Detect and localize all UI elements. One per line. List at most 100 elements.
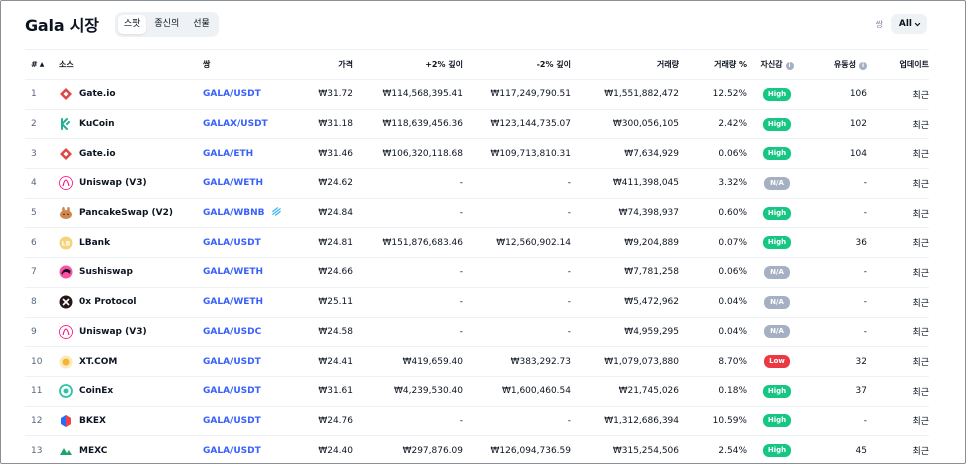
col-plus2-depth-header[interactable]: +2% 깊이 (353, 49, 463, 80)
pair-cell: GALA/USDT (203, 227, 295, 259)
col-liquidity-header[interactable]: 유동성 i (807, 49, 867, 80)
pair-cell: GALA/USDT (203, 376, 295, 407)
source-cell[interactable]: Gate.io (59, 138, 203, 170)
page-title: Gala 시장 (25, 16, 99, 35)
table-row[interactable]: 4 Uniswap (V3) GALA/WETH ₩24.62- - ₩411,398,0… (25, 168, 929, 199)
minus2-depth-cell: - (463, 257, 571, 288)
col-updated-header[interactable]: 업데이트 (867, 49, 929, 80)
col-rank-header[interactable]: # ▲ (25, 49, 59, 80)
volume-pct-cell: 8.70% (679, 346, 747, 377)
confidence-cell: N/A (747, 317, 807, 348)
col-pair-header[interactable]: 쌍 (203, 49, 295, 80)
confidence-cell: High (747, 198, 807, 229)
col-minus2-depth-header[interactable]: -2% 깊이 (463, 49, 571, 80)
volume-pct-cell: 2.54% (679, 435, 747, 463)
updated-cell: 최근 (867, 376, 929, 407)
table-row[interactable]: 7 Sushiswap GALA/WETH ₩24.66- - ₩7,781,258 0.0… (25, 257, 929, 288)
plus2-depth-cell: - (353, 406, 463, 437)
source-cell[interactable]: Uniswap (V3) (59, 317, 203, 348)
confidence-badge: N/A (764, 176, 790, 190)
confidence-cell: High (747, 435, 807, 463)
pair-link[interactable]: GALA/USDT (203, 356, 261, 367)
plus2-depth-cell: ₩106,320,118.68 (353, 138, 463, 170)
source-cell[interactable]: CoinEx (59, 376, 203, 407)
pair-link[interactable]: GALA/WETH (203, 297, 264, 308)
info-icon[interactable]: i (859, 62, 867, 70)
confidence-cell: High (747, 406, 807, 437)
kucoin-logo-icon (59, 117, 73, 131)
pair-filter-label: 쌍 (875, 19, 883, 29)
gateio-logo-icon (59, 87, 73, 101)
pair-link[interactable]: GALA/USDC (203, 326, 262, 337)
pair-filter-dropdown[interactable]: All (890, 14, 927, 34)
volume-cell: ₩300,056,105 (571, 109, 679, 140)
col-volume-header[interactable]: 거래량 (571, 49, 679, 80)
pair-cell: GALA/USDC (203, 317, 295, 348)
sort-up-icon: ▲ (39, 61, 45, 68)
source-cell[interactable]: 0x Protocol (59, 287, 203, 318)
table-row[interactable]: 2 KuCoin GALAX/USDT ₩31.18 ₩118,639,456.36 ₩1… (25, 109, 929, 140)
tab-spot[interactable]: 스팟 (117, 14, 147, 34)
pair-link[interactable]: GALA/ETH (203, 148, 254, 159)
table-row[interactable]: 5 PancakeSwap (V2) GALA/WBNB ₩24.84- - ₩74,39… (25, 198, 929, 229)
table-row[interactable]: 12 BKEX GALA/USDT ₩24.76- - ₩1,312,686,394 10.… (25, 406, 929, 437)
gateio-logo-icon (59, 147, 73, 161)
source-name: CoinEx (79, 386, 114, 397)
volume-cell: ₩7,781,258 (571, 257, 679, 288)
table-row[interactable]: 9 Uniswap (V3) GALA/USDC ₩24.58- - ₩4,959,295… (25, 317, 929, 348)
source-name: Gate.io (79, 89, 116, 100)
confidence-cell: Low (747, 346, 807, 377)
volume-cell: ₩1,079,073,880 (571, 346, 679, 377)
pair-link[interactable]: GALA/USDT (203, 89, 261, 100)
col-source-header[interactable]: 소스 (59, 49, 203, 80)
source-cell[interactable]: XT.COM (59, 346, 203, 377)
tab-perpetual[interactable]: 종신의 (154, 18, 180, 29)
table-row[interactable]: 3 Gate.io GALA/ETH ₩31.46 ₩106,320,118.68 ₩10… (25, 138, 929, 170)
plus2-depth-cell: ₩419,659.40 (353, 346, 463, 377)
table-row[interactable]: 13 MEXC GALA/USDT ₩24.40 ₩297,876.09 ₩126,094… (25, 435, 929, 463)
source-cell[interactable]: BKEX (59, 406, 203, 437)
table-row[interactable]: 8 0x Protocol GALA/WETH ₩25.11- - ₩5,472,962 0… (25, 287, 929, 318)
source-cell[interactable]: KuCoin (59, 109, 203, 140)
source-cell[interactable]: Gate.io (59, 79, 203, 110)
info-icon[interactable]: i (785, 62, 794, 70)
pair-link[interactable]: GALA/USDT (203, 386, 261, 397)
confidence-cell: High (747, 376, 807, 407)
source-cell[interactable]: Sushiswap (59, 257, 203, 288)
rank-cell: 11 (25, 376, 59, 407)
table-row[interactable]: 10 XT.COM GALA/USDT ₩24.41 ₩419,659.40 ₩383,2… (25, 346, 929, 377)
pair-link[interactable]: GALA/WBNB (203, 208, 265, 219)
confidence-badge: N/A (764, 265, 790, 279)
source-cell[interactable]: MEXC (59, 435, 203, 463)
col-volume-pct-header[interactable]: 거래량 % (679, 49, 747, 80)
source-cell[interactable]: LB LBank (59, 227, 203, 259)
plus2-depth-cell: - (353, 317, 463, 348)
confidence-badge: High (762, 117, 792, 131)
updated-cell: 최근 (867, 287, 929, 318)
col-confidence-header[interactable]: 자신감 i (747, 49, 807, 80)
updated-cell: 최근 (867, 346, 929, 377)
pair-link[interactable]: GALA/WETH (203, 178, 264, 189)
price-cell: ₩31.72 (295, 79, 353, 110)
pair-link[interactable]: GALA/USDT (203, 445, 261, 456)
tab-futures[interactable]: 선물 (193, 18, 210, 29)
col-price-header[interactable]: 가격 (295, 49, 353, 80)
pair-link[interactable]: GALA/WETH (203, 267, 264, 278)
updated-cell: 최근 (867, 198, 929, 229)
pair-link[interactable]: GALA/USDT (203, 415, 261, 426)
plus2-depth-cell: ₩297,876.09 (353, 435, 463, 463)
table-row[interactable]: 11 CoinEx GALA/USDT ₩31.61 ₩4,239,530.40 ₩1,6… (25, 376, 929, 407)
chain-swap-icon (271, 206, 282, 220)
source-cell[interactable]: Uniswap (V3) (59, 168, 203, 199)
source-cell[interactable]: PancakeSwap (V2) (59, 198, 203, 229)
confidence-badge: Low (764, 355, 790, 369)
volume-pct-cell: 0.06% (679, 138, 747, 170)
pair-link[interactable]: GALA/USDT (203, 237, 261, 248)
pair-link[interactable]: GALAX/USDT (203, 119, 268, 130)
minus2-depth-cell: ₩1,600,460.54 (463, 376, 571, 407)
table-row[interactable]: 1 Gate.io GALA/USDT ₩31.72 ₩114,568,395.41 ₩1… (25, 79, 929, 110)
table-row[interactable]: 6 LB LBank GALA/USDT ₩24.81 ₩151,876,683.46 ₩1… (25, 227, 929, 259)
confidence-cell: N/A (747, 257, 807, 288)
minus2-depth-cell: - (463, 198, 571, 229)
volume-cell: ₩5,472,962 (571, 287, 679, 318)
